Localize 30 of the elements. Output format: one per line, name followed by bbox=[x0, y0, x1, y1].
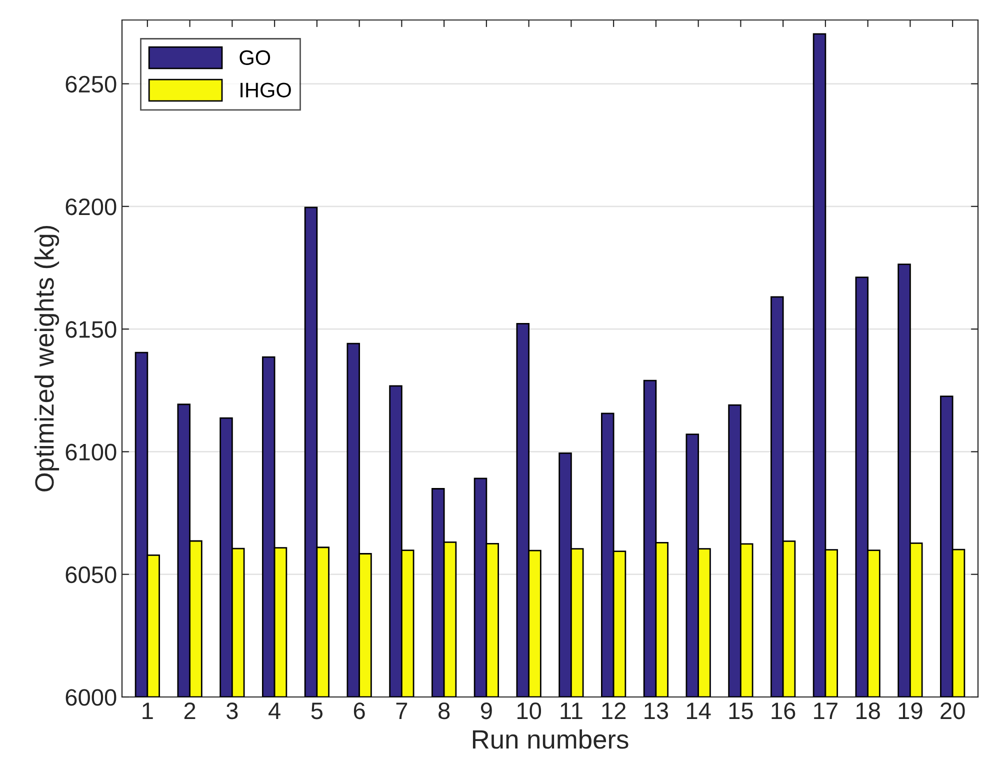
x-tick-label: 6 bbox=[354, 702, 365, 720]
x-tick-label: 7 bbox=[396, 702, 408, 719]
x-tick-label: 10 bbox=[517, 702, 542, 720]
x-tick-label: 18 bbox=[856, 702, 880, 720]
x-tick-label: 16 bbox=[772, 702, 796, 720]
x-tick-label: 3 bbox=[226, 702, 238, 720]
x-tick-label: 13 bbox=[644, 702, 668, 720]
y-tick-label: 6200 bbox=[66, 198, 116, 216]
x-axis-title: Run numbers bbox=[472, 729, 628, 749]
y-tick-label: 6250 bbox=[66, 76, 116, 93]
y-axis-title: Optimized weights (kg) bbox=[34, 226, 60, 492]
x-tick-label: 12 bbox=[602, 702, 626, 719]
x-tick-label: 17 bbox=[814, 702, 838, 719]
x-tick-label: 9 bbox=[480, 702, 492, 720]
x-tick-label: 1 bbox=[142, 702, 153, 719]
x-tick-label: 20 bbox=[940, 702, 965, 720]
x-tick-label: 15 bbox=[729, 702, 753, 720]
y-tick-label: 6000 bbox=[66, 689, 116, 706]
x-tick-label: 5 bbox=[311, 702, 323, 720]
y-tick-label: 6050 bbox=[66, 566, 116, 584]
x-tick-label: 14 bbox=[686, 702, 711, 719]
legend-label: GO bbox=[240, 50, 270, 65]
x-tick-label: 4 bbox=[268, 702, 280, 719]
y-tick-label: 6100 bbox=[66, 444, 116, 460]
x-tick-label: 11 bbox=[560, 702, 582, 719]
x-tick-label: 8 bbox=[438, 702, 450, 720]
x-tick-label: 2 bbox=[184, 702, 196, 719]
y-tick-label: 6150 bbox=[66, 321, 116, 338]
legend-label: IHGO bbox=[240, 82, 291, 98]
x-tick-label: 19 bbox=[898, 702, 922, 720]
